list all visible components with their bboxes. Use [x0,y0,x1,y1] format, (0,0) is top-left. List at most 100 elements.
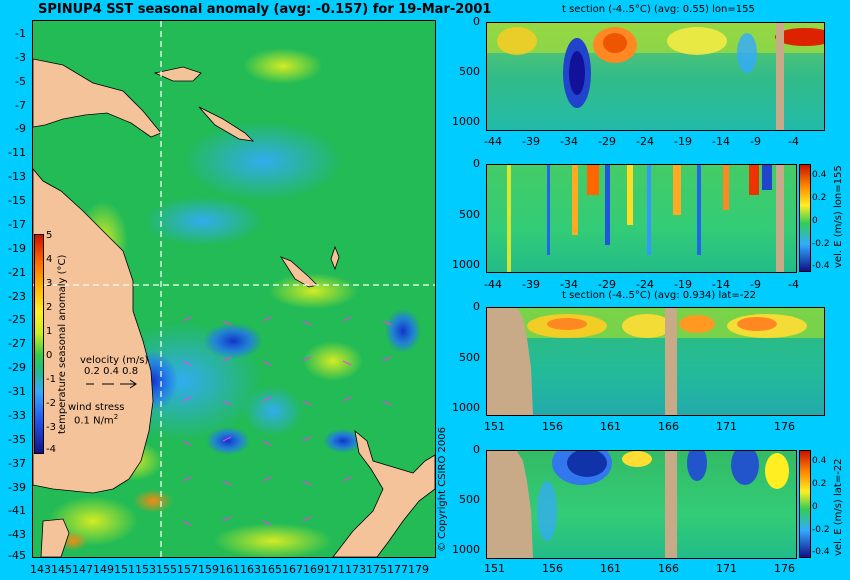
panel2-x-label: -24 [636,278,654,291]
panel4-colorbar-tick: 0.4 [812,456,827,466]
panel3-y-label: 1000 [452,401,480,414]
panel2-x-label: -19 [674,278,692,291]
panel2-y-label: 1000 [452,258,480,271]
panel3-y-label: 0 [473,300,480,313]
panel2-x-label: -14 [712,278,730,291]
panel2-x-label: -29 [598,278,616,291]
panel1-title: t section (-4..5°C) (avg: 0.55) lon=155 [562,4,755,15]
lon-label: 169 [303,563,324,576]
lon-label: 147 [72,563,93,576]
lon-label: 175 [366,563,387,576]
panel4-x-label: 151 [484,562,505,575]
panel1-x-label: -24 [636,135,654,148]
panel1-x-label: -29 [598,135,616,148]
panel1-x-label: -39 [522,135,540,148]
panel4-x-label: 156 [542,562,563,575]
lon-label: 151 [114,563,135,576]
colorbar-tick: -2 [46,398,56,409]
lat-label: -41 [8,504,26,517]
lat-label: -43 [8,528,26,541]
lat-label: -31 [8,385,26,398]
wind-legend-value: 0.1 N/m [74,415,114,427]
tasmania [40,518,70,557]
panel1-x-label: -34 [560,135,578,148]
lon-label: 155 [156,563,177,576]
panel2-y-label: 500 [459,208,480,221]
wind-legend-title: wind stress [68,402,125,413]
lon-label: 173 [345,563,366,576]
panel1-canvas [487,23,824,130]
lat-label: -25 [8,313,26,326]
panel3-x-label: 166 [658,420,679,433]
panel4-x-label: 171 [716,562,737,575]
panel1-x-label: -44 [484,135,502,148]
panel1-x-label: -19 [674,135,692,148]
crosshair [33,21,435,557]
velocity-legend-values: 0.2 0.4 0.8 [84,366,139,377]
land-masses [33,58,435,557]
velocity-arrows-icon [86,379,137,389]
panel3-canvas [487,308,824,415]
temperature-section-lat-22[interactable] [486,307,825,416]
panel4-colorbar-tick: 0.2 [812,479,827,489]
colorbar-tick: 0 [46,350,53,361]
papua-new-guinea [33,58,162,138]
map-canvas [33,21,435,557]
panel2-canvas [507,165,784,272]
lon-label: 149 [93,563,114,576]
lon-label: 143 [30,563,51,576]
new-britain [153,66,202,82]
colorbar-tick: 5 [46,230,53,241]
lon-label: 163 [240,563,261,576]
panel3-x-label: 156 [542,420,563,433]
lat-label: -9 [15,122,26,135]
lon-label: 165 [261,563,282,576]
panel1-y-label: 1000 [452,115,480,128]
panel4-colorbar-tick: -0.4 [812,547,830,557]
panel2-x-label: -44 [484,278,502,291]
lon-label: 153 [135,563,156,576]
temperature-section-lon155[interactable] [486,22,825,131]
new-zealand-north [332,429,435,557]
colorbar-tick: -4 [46,444,56,455]
lat-label: -45 [8,549,26,562]
copyright: © Copyright CSIRO 2006 [437,427,448,552]
panel2-x-label: -39 [522,278,540,291]
lon-label: 159 [198,563,219,576]
panel1-x-label: -9 [750,135,761,148]
panel2-x-label: -34 [560,278,578,291]
lon-label: 167 [282,563,303,576]
lon-label: 179 [408,563,429,576]
panel4-colorbar-label: vel. E (m/s) lat=-22 [833,458,844,556]
lat-label: -1 [15,27,26,40]
panel3-x-label: 171 [716,420,737,433]
map-title: SPINUP4 SST seasonal anomaly (avg: -0.15… [38,2,492,17]
panel2-y-label: 0 [473,157,480,170]
colorbar-tick: -1 [46,374,56,385]
map-colorbar-label: temperature seasonal anomaly (°C) [57,254,68,434]
lon-label: 161 [219,563,240,576]
wind-legend: wind stress 0.1 N/m2 [68,402,124,426]
lat-label: -23 [8,290,26,303]
panel3-x-label: 161 [600,420,621,433]
panel2-colorbar [799,164,811,272]
lat-label: -7 [15,99,26,112]
panel2-x-label: -9 [750,278,761,291]
panel2-x-label: -4 [788,278,799,291]
velocity-section-lat-22[interactable] [486,450,797,559]
panel4-colorbar-tick: -0.2 [812,525,830,535]
lat-label: -33 [8,409,26,422]
panel3-x-label: 176 [774,420,795,433]
australia [33,168,154,494]
lat-label: -37 [8,457,26,470]
velocity-legend: velocity (m/s) 0.2 0.4 0.8 [80,355,148,394]
panel4-y-label: 500 [459,493,480,506]
lon-label: 145 [51,563,72,576]
velocity-section-lon155[interactable] [486,164,797,273]
lat-label: -13 [8,170,26,183]
lat-label: -19 [8,242,26,255]
panel2-colorbar-label: vel. E (m/s) lon=155 [833,165,844,268]
sst-anomaly-map[interactable] [32,20,436,558]
lat-label: -3 [15,51,26,64]
velocity-legend-title: velocity (m/s) [80,355,149,366]
